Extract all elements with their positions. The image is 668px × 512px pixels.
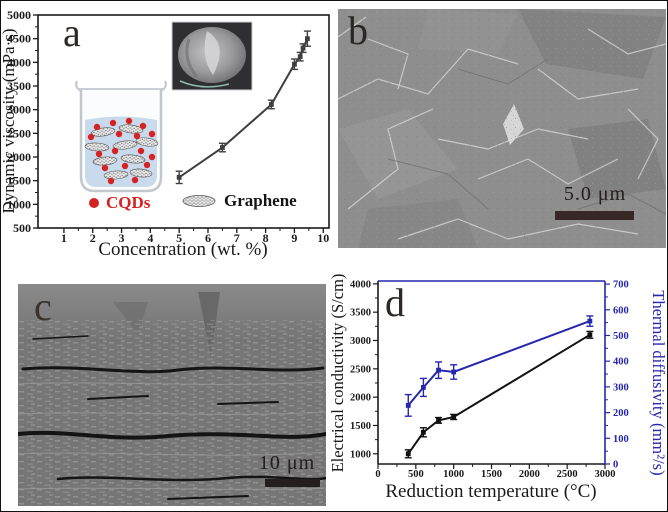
svg-text:2000: 2000 — [350, 393, 371, 404]
svg-text:7: 7 — [234, 231, 240, 245]
svg-text:2500: 2500 — [557, 469, 578, 480]
panel-c-scalebar — [265, 479, 320, 487]
panel-c-sem-image — [18, 284, 326, 506]
svg-text:2000: 2000 — [7, 150, 31, 164]
svg-text:500: 500 — [408, 469, 424, 480]
svg-text:3000: 3000 — [350, 336, 371, 347]
svg-text:3000: 3000 — [7, 103, 31, 117]
panel-d-plot-area: 0 500 1000 1500 2000 2500 30001000150020002500… — [331, 274, 668, 502]
svg-text:10: 10 — [317, 231, 329, 245]
svg-text:1000: 1000 — [443, 469, 464, 480]
svg-text:0: 0 — [613, 460, 618, 471]
panel-a-chart: 1 2 3 4 5 6 7 8 9 10 500 1000 1500 2000 2500 3000 3500 40… — [1, 8, 330, 259]
svg-text:1: 1 — [61, 231, 67, 245]
legend-graphene: Graphene — [181, 191, 297, 211]
svg-text:9: 9 — [291, 231, 297, 245]
svg-text:1500: 1500 — [350, 421, 371, 432]
beaker-illustration — [75, 80, 167, 193]
svg-text:Electrical conductivity (S/cm): Electrical conductivity (S/cm) — [331, 274, 347, 473]
svg-text:3000: 3000 — [595, 469, 616, 480]
cqd-dots — [87, 117, 156, 185]
panel-b-letter: b — [348, 8, 368, 53]
svg-text:500: 500 — [613, 331, 629, 342]
svg-text:Concentration (wt. %): Concentration (wt. %) — [98, 239, 267, 259]
svg-text:5: 5 — [176, 231, 182, 245]
svg-text:4: 4 — [147, 231, 153, 245]
svg-text:Thermal diffusivity (mm²/s): Thermal diffusivity (mm²/s) — [649, 290, 668, 475]
svg-text:4500: 4500 — [7, 32, 31, 46]
panel-b-scalebar — [555, 211, 634, 220]
panel-b-sem-image — [338, 9, 666, 248]
svg-text:2: 2 — [90, 231, 96, 245]
svg-text:3500: 3500 — [350, 308, 371, 319]
graphene-flake-icon — [182, 195, 216, 207]
svg-text:600: 600 — [613, 305, 629, 316]
panel-c-letter: c — [34, 284, 52, 329]
legend-cqds: CQDs — [89, 193, 150, 213]
svg-text:4000: 4000 — [7, 55, 31, 69]
svg-text:1500: 1500 — [481, 469, 502, 480]
svg-text:1000: 1000 — [7, 197, 31, 211]
svg-text:700: 700 — [613, 280, 629, 291]
paste-photo-inset — [171, 21, 253, 91]
svg-text:200: 200 — [613, 408, 629, 419]
svg-text:2500: 2500 — [7, 126, 31, 140]
svg-text:Reduction temperature (°C): Reduction temperature (°C) — [385, 481, 596, 502]
panel-d-letter: d — [385, 280, 405, 325]
svg-text:0: 0 — [375, 469, 380, 480]
panel-b-scalebar-label: 5.0 μm — [563, 183, 627, 205]
svg-text:1500: 1500 — [7, 174, 31, 188]
panel-a-plot-area: 1 2 3 4 5 6 7 8 9 10 500 1000 1500 2000 2500 3000 3500 40… — [1, 8, 330, 259]
svg-text:100: 100 — [613, 434, 629, 445]
svg-text:3500: 3500 — [7, 79, 31, 93]
panel-a-letter: a — [63, 10, 81, 55]
svg-text:4000: 4000 — [350, 279, 371, 290]
panel-c-scalebar-label: 10 μm — [258, 452, 316, 474]
graphene-label: Graphene — [224, 191, 297, 210]
svg-text:5000: 5000 — [7, 8, 31, 22]
svg-text:400: 400 — [613, 357, 629, 368]
cqd-dot-icon — [89, 198, 99, 208]
svg-text:6: 6 — [205, 231, 211, 245]
svg-text:1000: 1000 — [350, 449, 371, 460]
panel-d-chart: 0 500 1000 1500 2000 2500 30001000150020002500… — [331, 274, 668, 502]
svg-text:300: 300 — [613, 382, 629, 393]
svg-text:2000: 2000 — [519, 469, 540, 480]
svg-text:500: 500 — [13, 221, 31, 235]
graphene-flakes — [84, 124, 159, 180]
sem-flake-texture — [338, 9, 666, 248]
svg-text:Dynamic viscosity (mPa·s): Dynamic viscosity (mPa·s) — [1, 28, 18, 213]
svg-text:2500: 2500 — [350, 364, 371, 375]
svg-text:8: 8 — [263, 231, 269, 245]
cqds-label: CQDs — [106, 193, 151, 212]
sem-layer-texture — [18, 284, 326, 506]
svg-text:3: 3 — [119, 231, 125, 245]
